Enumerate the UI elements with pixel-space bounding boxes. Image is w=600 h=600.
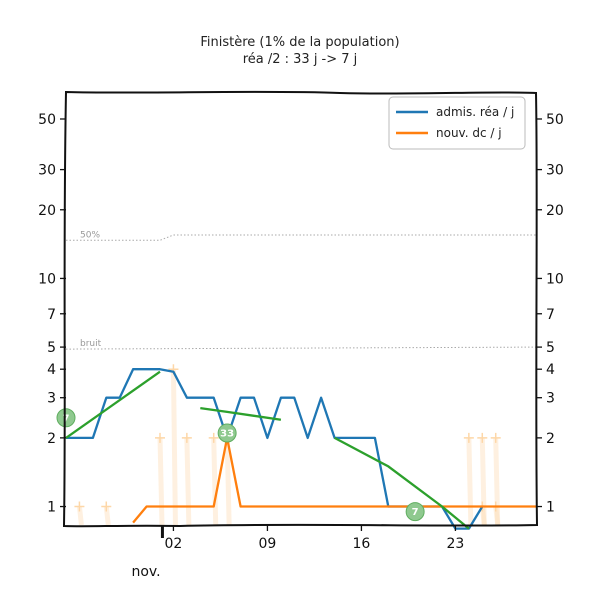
series-line (132, 436, 536, 524)
marker-plus (181, 432, 192, 443)
marker-plus (463, 432, 474, 443)
marker-plus (490, 432, 501, 443)
y-tick-label-left: 10 (38, 271, 56, 287)
trend-line (200, 406, 282, 421)
legend-box (388, 96, 526, 150)
marker-streak (479, 437, 487, 526)
y-tick-label-right: 30 (546, 163, 564, 179)
y-tick-label-right: 50 (546, 112, 564, 128)
marker-streak (184, 437, 192, 526)
y-tick-label-right: 4 (546, 362, 555, 378)
y-tick-label-left: 30 (38, 163, 56, 179)
y-tick-label-left: 7 (47, 307, 56, 323)
trend-bubble (56, 408, 76, 428)
marker-plus (477, 432, 488, 443)
marker-streak (466, 437, 474, 526)
legend: admis. réa / j nouv. dc / j (388, 96, 526, 150)
y-tick-label-left: 3 (47, 391, 56, 407)
y-tick-label-right: 2 (546, 431, 555, 447)
marker-streak (224, 437, 232, 526)
reference-line-label: 50% (80, 230, 100, 240)
trend-bubble (405, 502, 425, 522)
reference-line (65, 346, 537, 350)
month-label: nov. (131, 564, 160, 580)
marker-streak (493, 437, 501, 526)
y-tick-label-right: 20 (546, 203, 564, 219)
trend-line (65, 370, 161, 439)
marker-plus (101, 501, 112, 512)
y-tick-label-left: 5 (47, 340, 56, 356)
trend-bubble-label: 33 (220, 429, 234, 440)
y-tick-label-right: 5 (546, 340, 555, 356)
x-tick-label: 16 (353, 536, 371, 552)
reference-line-label: bruit (80, 339, 102, 349)
marker-layer (74, 364, 501, 526)
y-tick-label-left: 2 (47, 431, 56, 447)
y-tick-label-right: 1 (546, 500, 555, 516)
x-tick-label: 09 (259, 536, 277, 552)
y-tick-label-right: 7 (546, 307, 555, 323)
legend-label-admis: admis. réa / j (436, 105, 514, 119)
x-tick-label: 23 (447, 536, 465, 552)
grid-layer: 50% bruit (65, 230, 537, 350)
marker-plus (74, 501, 85, 512)
marker-plus (155, 432, 165, 443)
reference-line (66, 234, 536, 241)
series-layer (66, 368, 536, 530)
marker-streak (211, 437, 219, 526)
x-tick-label: 02 (165, 536, 183, 552)
plot-frame (62, 90, 539, 528)
y-tick-label-left: 50 (38, 112, 56, 128)
legend-label-dc: nouv. dc / j (436, 126, 502, 140)
trend-layer: 7 33 7 (56, 370, 470, 530)
y-tick-label-right: 10 (546, 271, 564, 287)
trend-bubble-label: 7 (412, 507, 419, 518)
y-tick-label-left: 4 (47, 362, 56, 378)
chart-subtitle: réa /2 : 33 j -> 7 j (243, 52, 358, 67)
y-tick-label-left: 1 (47, 500, 56, 516)
marker-plus (208, 432, 219, 443)
trend-line (334, 436, 470, 530)
marker-streak (157, 437, 165, 526)
y-tick-label-right: 3 (546, 391, 555, 407)
trend-bubble-label: 7 (63, 413, 70, 424)
trend-bubble (217, 423, 237, 443)
marker-streak (170, 369, 178, 526)
chart-title: Finistère (1% de la population) (200, 35, 399, 50)
y-tick-label-left: 20 (38, 203, 56, 219)
